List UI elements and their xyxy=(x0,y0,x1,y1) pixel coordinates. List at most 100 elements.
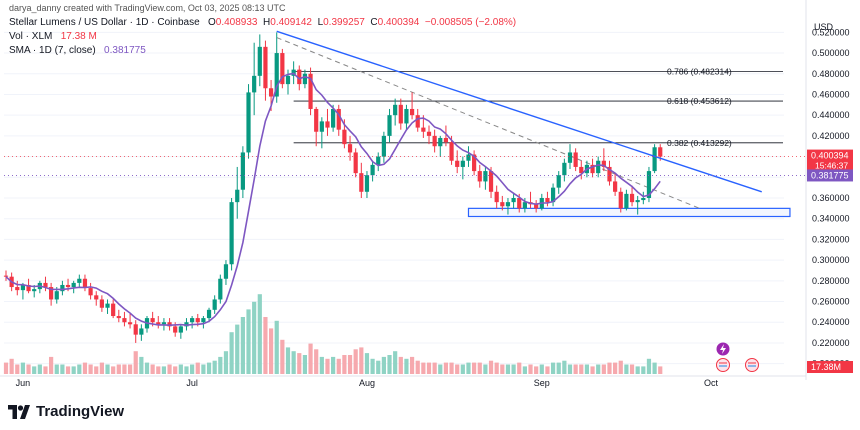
volume-bar xyxy=(173,366,178,374)
volume-bar xyxy=(99,362,104,374)
volume-bar xyxy=(590,366,595,374)
candle-body xyxy=(483,171,488,182)
x-tick-label: Oct xyxy=(704,378,719,388)
volume-bar xyxy=(415,360,420,374)
candle-body xyxy=(26,284,31,292)
volume-bar xyxy=(212,360,217,374)
volume-bar xyxy=(65,366,71,374)
candle-body xyxy=(398,104,403,124)
candle-body xyxy=(522,202,527,209)
candle-body xyxy=(195,318,200,323)
volume-label[interactable]: Vol · XLM xyxy=(9,31,53,42)
flag-event-icon-2 xyxy=(745,358,759,372)
volume-bar xyxy=(178,364,183,374)
candle-body xyxy=(455,160,460,167)
candle-body xyxy=(466,154,471,161)
y-tick-label: 0.240000 xyxy=(812,317,850,327)
volume-bar xyxy=(455,364,460,374)
candle-body xyxy=(494,191,499,203)
volume-bar xyxy=(201,364,206,374)
volume-bar xyxy=(477,362,482,374)
candle-body xyxy=(438,137,443,147)
volume-bar xyxy=(150,364,155,374)
volume-bar xyxy=(562,360,567,374)
volume-bar xyxy=(629,364,635,374)
volume-bar xyxy=(618,360,623,374)
candle-body xyxy=(122,318,127,323)
candle-body xyxy=(43,282,48,288)
close-label: C xyxy=(370,17,378,28)
volume-bar xyxy=(54,364,59,374)
candle-body xyxy=(184,322,189,327)
volume-bars xyxy=(3,294,663,374)
volume-bar xyxy=(404,358,409,374)
volume-bar xyxy=(206,362,212,374)
candle-body xyxy=(415,115,420,128)
candle-body xyxy=(240,152,245,190)
candle-body xyxy=(246,92,251,153)
candle-body xyxy=(601,160,606,167)
sma-label[interactable]: SMA · 1D (7, close) xyxy=(9,45,96,56)
candle-body xyxy=(77,278,82,283)
volume-bar xyxy=(71,366,76,374)
volume-bar xyxy=(607,362,612,374)
volume-bar xyxy=(116,364,121,374)
candle-body xyxy=(511,198,516,203)
candle-body xyxy=(596,160,601,174)
support-box xyxy=(467,207,791,218)
volume-bar xyxy=(268,328,274,374)
volume-bar xyxy=(15,364,20,374)
volume-bar xyxy=(443,362,449,374)
tradingview-logo-icon xyxy=(8,404,30,419)
volume-bar xyxy=(218,356,223,374)
candle-body xyxy=(618,191,623,209)
candle-body xyxy=(347,144,353,153)
candle-body xyxy=(336,108,341,130)
candle-body xyxy=(426,131,432,136)
candle-body xyxy=(325,121,330,128)
low-value: 0.399257 xyxy=(323,17,365,28)
volume-bar xyxy=(32,366,37,374)
volume-bar xyxy=(613,362,618,374)
volume-bar xyxy=(517,362,522,374)
candle-body xyxy=(280,53,285,85)
candle-body xyxy=(331,108,336,128)
candle-body xyxy=(263,46,268,89)
volume-bar xyxy=(387,355,392,374)
volume-bar xyxy=(522,366,527,374)
volume-bar xyxy=(393,351,398,374)
volume-bar xyxy=(156,366,161,374)
candle-body xyxy=(556,175,561,188)
candle-body xyxy=(206,309,212,319)
volume-bar xyxy=(466,362,471,374)
candle-body xyxy=(387,115,392,136)
volume-bar xyxy=(144,362,150,374)
candle-body xyxy=(127,322,133,325)
high-label: H xyxy=(263,17,271,28)
y-tick-label: 0.420000 xyxy=(812,131,850,141)
y-tick-label: 0.500000 xyxy=(812,48,850,58)
candle-body xyxy=(218,278,223,300)
open-value: 0.408933 xyxy=(215,17,258,28)
volume-bar xyxy=(82,362,88,374)
volume-bar xyxy=(500,364,505,374)
candle-body xyxy=(590,164,595,174)
volume-bar xyxy=(364,353,370,374)
candle-body xyxy=(573,152,578,167)
change-value: −0.008505 (−2.08%) xyxy=(424,17,517,28)
candle-body xyxy=(15,287,20,291)
low-label: L xyxy=(317,17,324,28)
volume-bar xyxy=(297,353,302,374)
volume-bar xyxy=(505,364,511,374)
volume-bar xyxy=(359,347,364,374)
y-tick-label: 0.300000 xyxy=(812,255,850,265)
candle-body xyxy=(285,75,291,85)
candle-body xyxy=(409,108,415,116)
candle-body xyxy=(229,202,234,265)
candle-body xyxy=(99,299,104,308)
volume-bar xyxy=(641,366,646,374)
volume-tag-text: 17.38M xyxy=(811,362,841,372)
symbol-name[interactable]: Stellar Lumens / US Dollar · 1D · Coinba… xyxy=(9,17,200,28)
tradingview-logo[interactable]: TradingView xyxy=(8,403,124,420)
